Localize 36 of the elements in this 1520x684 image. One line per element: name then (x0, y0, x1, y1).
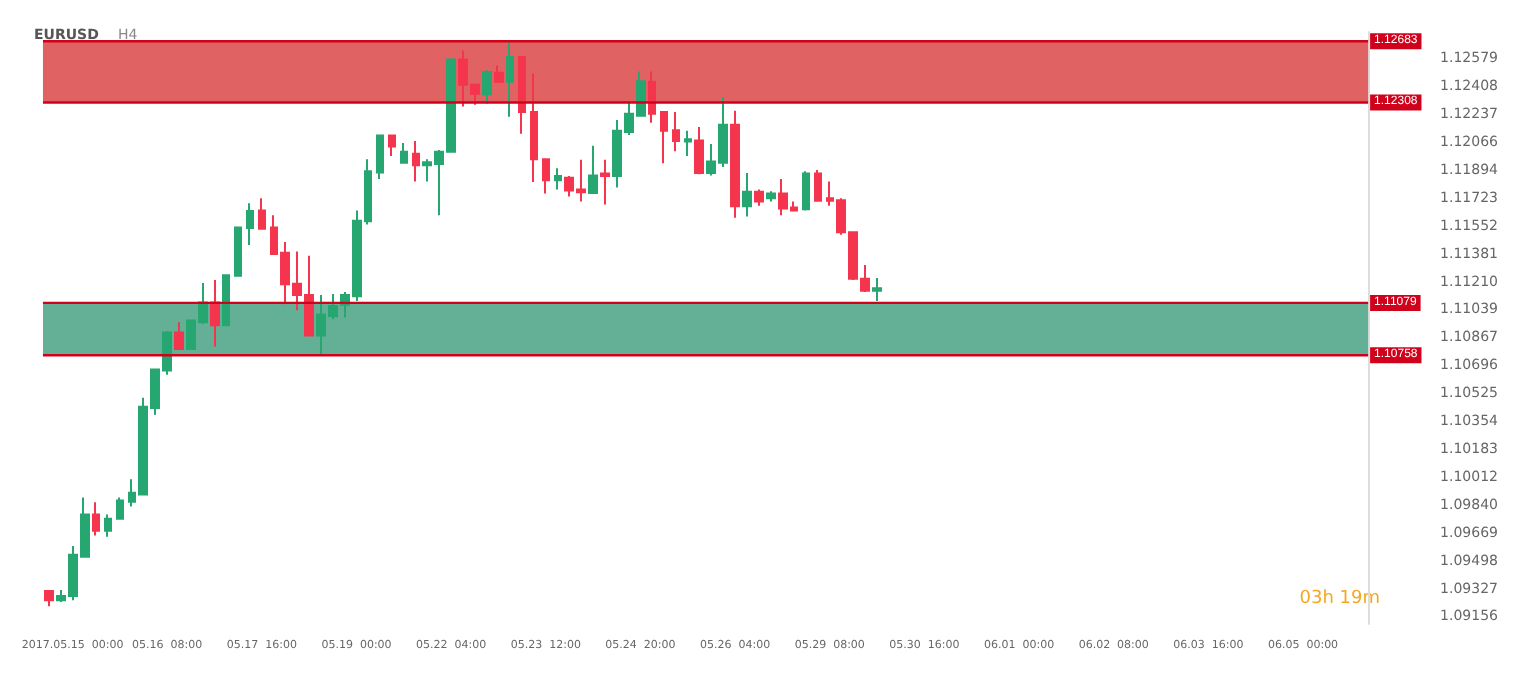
candlestick (684, 129, 692, 158)
candlestick (210, 278, 220, 348)
candlestick (802, 170, 810, 212)
candlestick (648, 70, 656, 124)
candlestick (754, 188, 764, 207)
candlestick (258, 197, 266, 230)
candlestick (588, 144, 598, 195)
candlestick (530, 72, 538, 184)
candlestick (174, 321, 184, 350)
annotation: 03h 19m (1299, 589, 1381, 609)
candlestick (518, 55, 526, 135)
candlestick (44, 590, 54, 608)
candlestick (814, 168, 822, 203)
candlestick (694, 126, 704, 176)
candlestick (600, 158, 610, 206)
candlestick (554, 167, 562, 191)
candlestick (872, 277, 882, 303)
candlestick (92, 501, 100, 537)
candlestick (234, 226, 242, 277)
candlestick (400, 141, 408, 164)
candlestick (412, 139, 420, 183)
candlestick (116, 496, 124, 520)
candlestick (222, 274, 230, 327)
candlestick (104, 513, 112, 538)
candlestick (542, 158, 550, 195)
candlestick (482, 69, 492, 105)
candlestick (672, 111, 680, 153)
candlestick (506, 41, 514, 118)
candlestick (742, 172, 752, 218)
candlestick (246, 202, 254, 246)
candlestick (494, 64, 504, 83)
candlestick (660, 111, 668, 165)
candlestick (376, 134, 384, 181)
candlestick (388, 134, 396, 158)
candlestick (730, 109, 740, 219)
candlestick (766, 190, 776, 203)
